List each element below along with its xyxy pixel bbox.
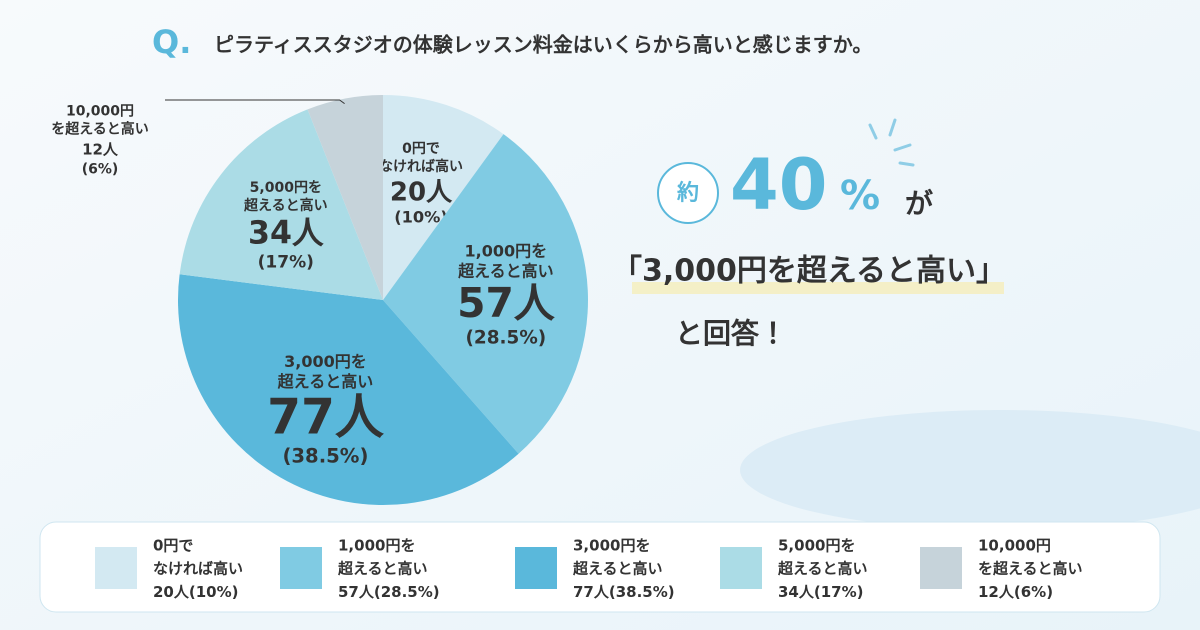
legend-count: 77人 — [573, 583, 610, 601]
decor-blob — [740, 410, 1200, 530]
slice-percent: (6%) — [82, 162, 119, 178]
pie-slice — [179, 109, 383, 301]
pie: 0円でなければ高い20人(10%)1,000円を超えると高い57人(28.5%)… — [51, 95, 588, 505]
legend-swatch — [95, 547, 137, 589]
legend-percent: (17%) — [814, 583, 864, 601]
pie-slice — [307, 95, 383, 300]
legend-value: 34人(17%) — [778, 583, 864, 601]
legend-value: 77人(38.5%) — [573, 583, 675, 601]
slice-category: 超えると高い — [457, 261, 554, 280]
callout-suffix: が — [905, 187, 933, 220]
legend-label: 超えると高い — [572, 560, 663, 578]
legend-percent: (38.5%) — [609, 583, 675, 601]
pie-slice — [178, 274, 519, 505]
legend-swatch — [280, 547, 322, 589]
big-number: 40 — [730, 144, 827, 226]
legend-value: 12人(6%) — [978, 583, 1053, 601]
slice-category: 10,000円 — [66, 104, 134, 120]
big-unit: % — [840, 173, 880, 219]
slice-count: 34人 — [248, 216, 324, 252]
legend-label: 5,000円を — [778, 537, 855, 555]
legend-swatch — [515, 547, 557, 589]
legend-swatch — [720, 547, 762, 589]
chart-title: ピラティススタジオの体験レッスン料金はいくらから高いと感じますか。 — [214, 33, 872, 57]
slice-count: 20人 — [390, 178, 453, 208]
callout-end: と回答！ — [675, 317, 787, 350]
legend-box — [39, 521, 1161, 613]
legend-percent: (28.5%) — [374, 583, 440, 601]
legend-count: 20人 — [153, 583, 190, 601]
slice-category: 超えると高い — [277, 372, 374, 391]
slice-category: 超えると高い — [243, 197, 328, 214]
leader-line — [165, 99, 345, 105]
slice-count: 77人 — [267, 389, 384, 446]
badge — [657, 162, 719, 224]
legend-percent: (10%) — [189, 583, 239, 601]
legend-value: 57人(28.5%) — [338, 583, 440, 601]
slice-count: 57人 — [457, 279, 555, 327]
legend-label: 超えると高い — [337, 560, 428, 578]
legend: 0円でなければ高い20人(10%)1,000円を超えると高い57人(28.5%)… — [95, 537, 1083, 601]
decor-rays — [868, 118, 915, 167]
legend-label: 1,000円を — [338, 537, 415, 555]
highlight — [632, 282, 1004, 294]
slice-percent: (17%) — [258, 252, 314, 272]
slice-count: 12人 — [82, 141, 119, 159]
legend-label: を超えると高い — [978, 560, 1083, 578]
slice-category: を超えると高い — [51, 121, 149, 138]
slice-percent: (10%) — [394, 208, 448, 227]
legend-label: 10,000円 — [978, 537, 1051, 555]
pie-slice — [383, 95, 504, 300]
callout-quote: 「3,000円を超えると高い」 — [612, 254, 1006, 289]
legend-count: 12人 — [978, 583, 1015, 601]
slice-category: なければ高い — [379, 158, 463, 175]
slice-percent: (38.5%) — [282, 445, 368, 468]
legend-label: 超えると高い — [777, 560, 868, 578]
legend-swatch — [920, 547, 962, 589]
legend-label: なければ高い — [153, 560, 243, 578]
pie-slice — [383, 134, 588, 454]
slice-category: 3,000円を — [284, 352, 367, 371]
slice-percent: (28.5%) — [466, 328, 547, 349]
legend-label: 3,000円を — [573, 537, 650, 555]
legend-count: 34人 — [778, 583, 815, 601]
badge-text: 約 — [676, 180, 699, 206]
legend-percent: (6%) — [1014, 583, 1053, 601]
question-mark: Q. — [152, 23, 191, 61]
slice-category: 0円で — [402, 141, 440, 157]
slice-category: 1,000円を — [465, 241, 548, 260]
legend-count: 57人 — [338, 583, 375, 601]
legend-value: 20人(10%) — [153, 583, 239, 601]
legend-label: 0円で — [153, 537, 193, 555]
slice-category: 5,000円を — [250, 180, 322, 196]
